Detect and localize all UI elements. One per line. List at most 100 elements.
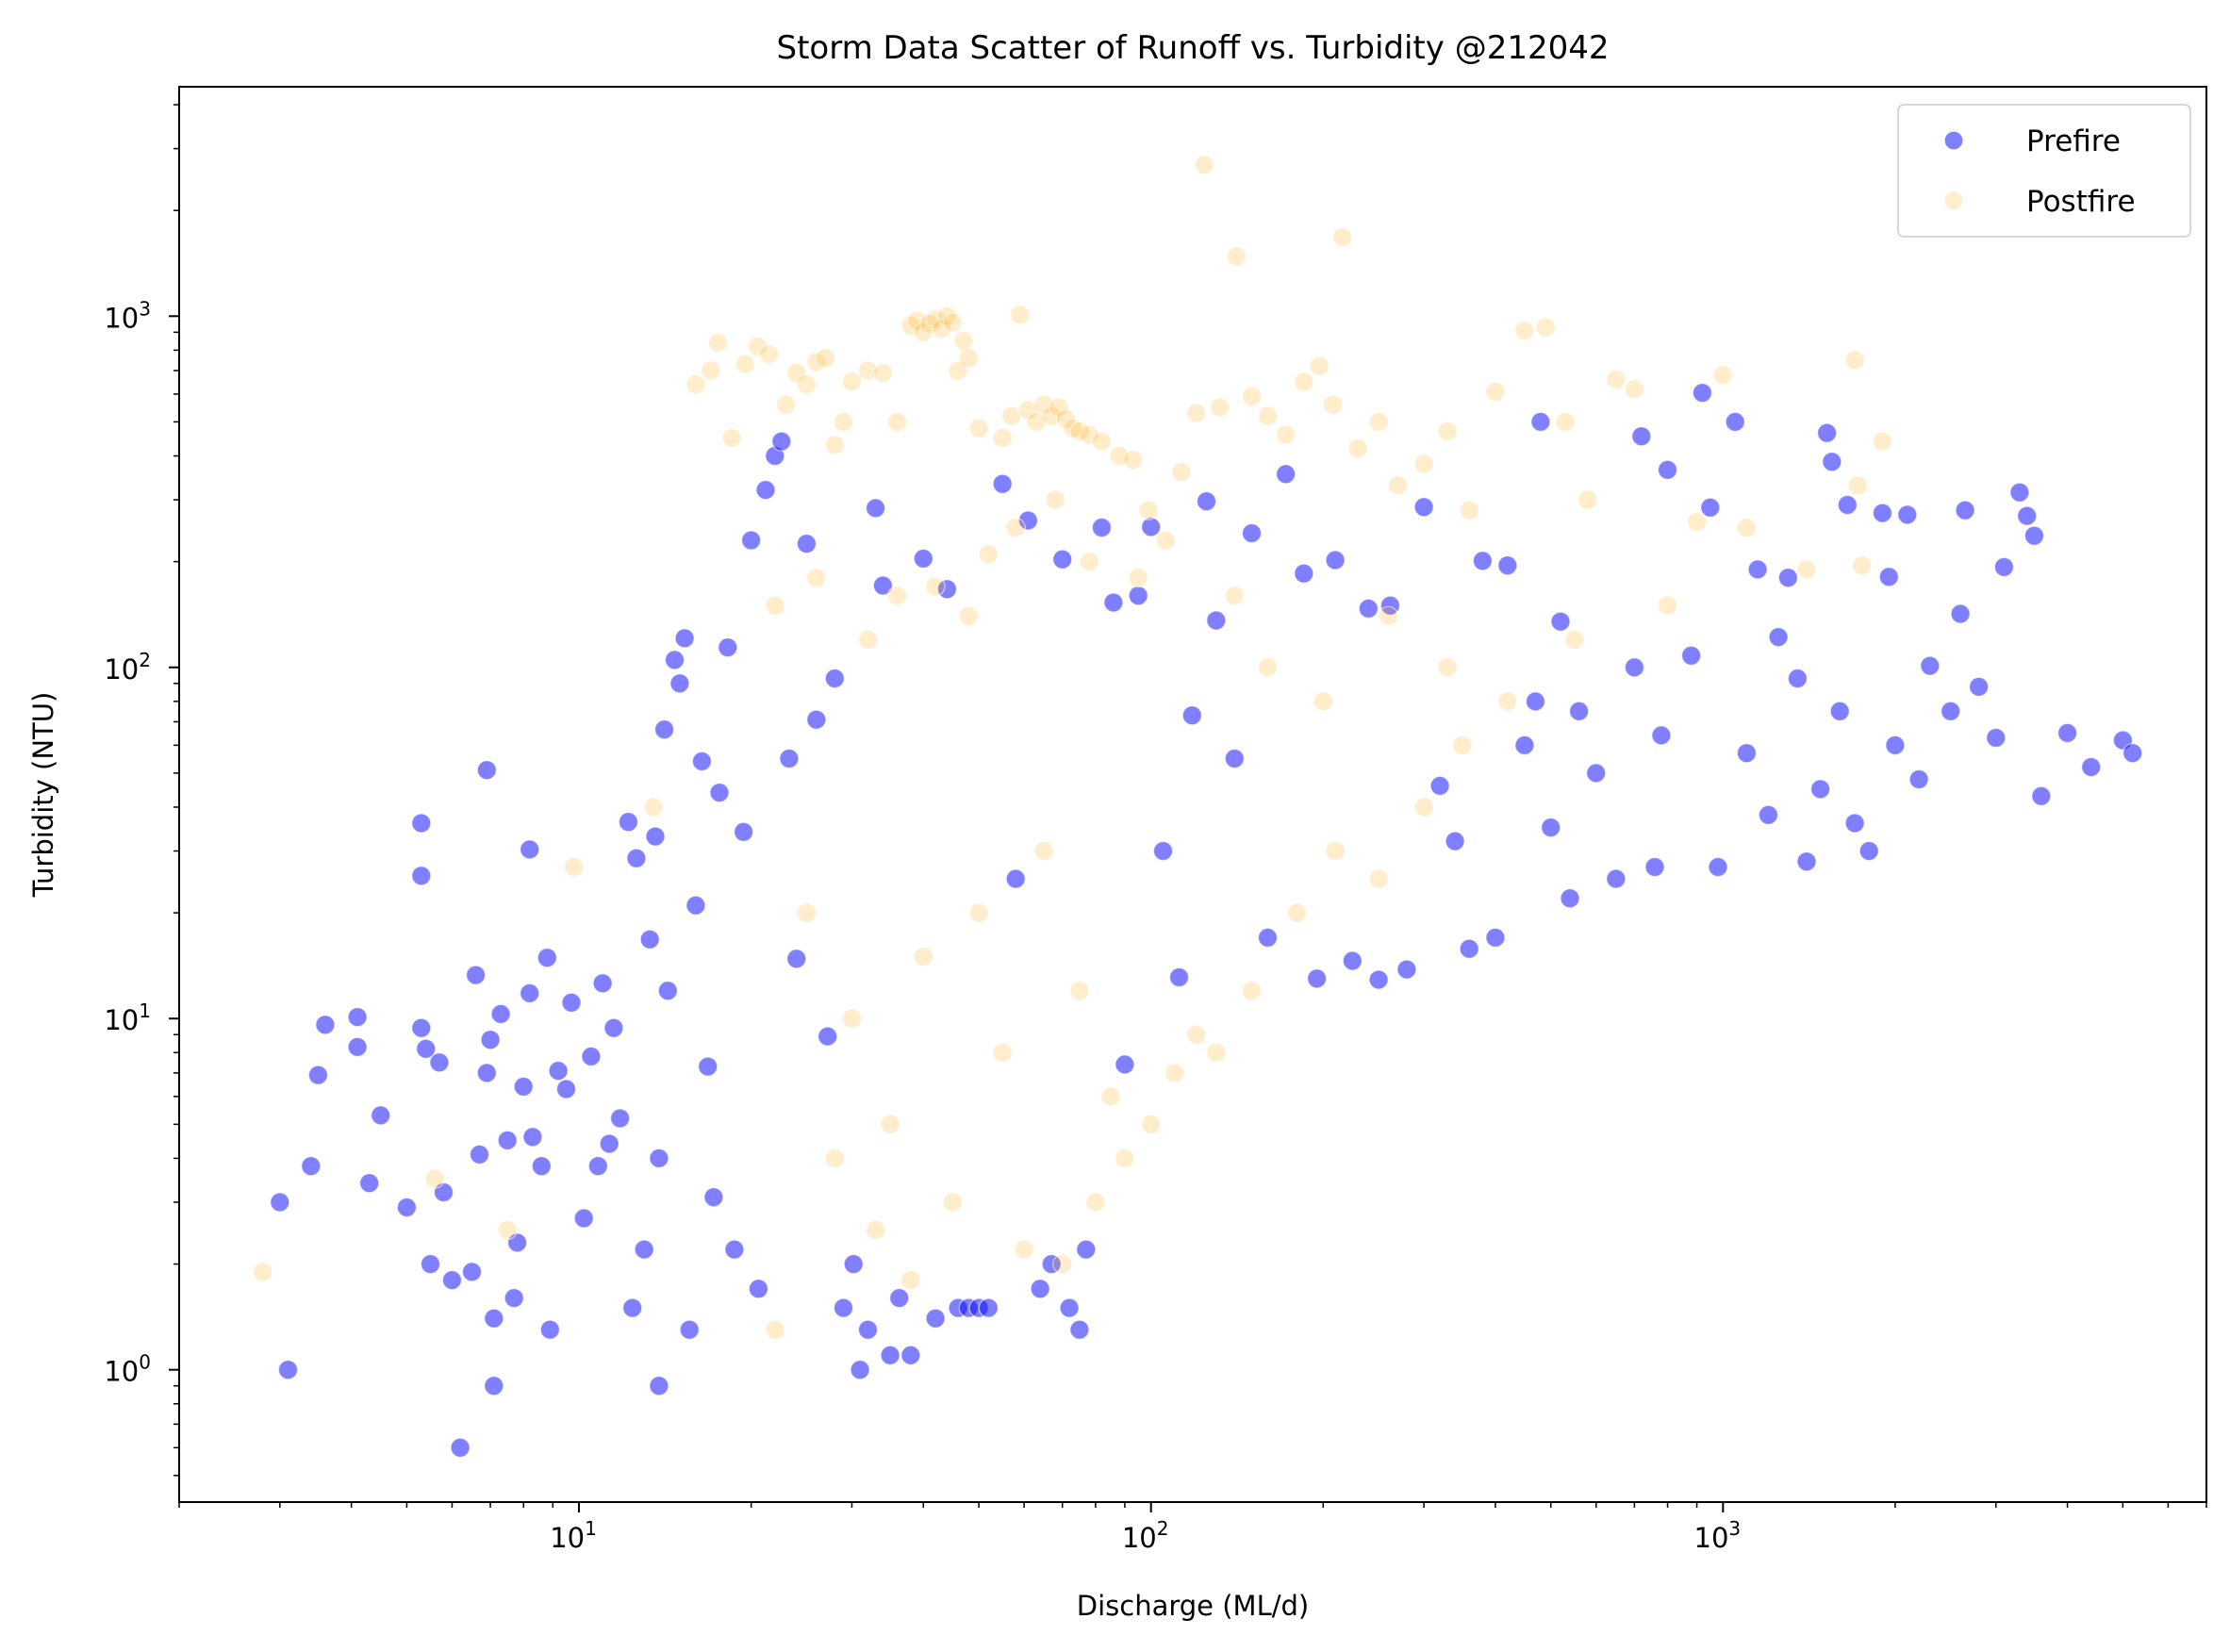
data-point-postfire [1010, 305, 1031, 325]
data-point-prefire [2017, 505, 2038, 526]
data-points-layer [253, 155, 2143, 1458]
data-point-prefire [469, 1144, 490, 1165]
chart-title: Storm Data Scatter of Runoff vs. Turbidi… [777, 29, 1610, 67]
legend: Prefire Postfire [1897, 104, 2191, 238]
data-point-prefire [504, 1287, 524, 1309]
data-point-prefire [1358, 598, 1379, 620]
data-point-prefire [1325, 550, 1346, 570]
data-point-prefire [1816, 422, 1838, 443]
data-point-prefire [1005, 868, 1026, 889]
data-point-postfire [1052, 1253, 1073, 1275]
data-point-postfire [497, 1219, 518, 1241]
data-point-prefire [622, 1297, 643, 1318]
data-point-postfire [1141, 1114, 1162, 1134]
data-point-prefire [603, 1017, 624, 1038]
data-point-postfire [1091, 431, 1113, 452]
data-point-postfire [968, 902, 989, 923]
data-point-prefire [461, 1262, 483, 1282]
data-point-prefire [1241, 522, 1263, 544]
data-point-prefire [1844, 813, 1865, 834]
data-point-postfire [1313, 691, 1333, 712]
data-point-prefire [1885, 735, 1906, 756]
data-point-postfire [1535, 317, 1557, 338]
data-point-postfire [925, 576, 946, 597]
data-point-prefire [900, 1345, 921, 1365]
legend-marker-postfire [1943, 190, 1964, 211]
data-point-postfire [1796, 559, 1817, 580]
data-point-postfire [936, 306, 958, 326]
data-point-postfire [1514, 321, 1535, 341]
data-point-postfire [857, 629, 879, 650]
data-point-postfire [958, 348, 979, 369]
data-point-prefire [703, 1187, 724, 1208]
data-point-prefire [450, 1437, 471, 1458]
data-point-prefire [587, 1156, 608, 1177]
data-point-prefire [679, 1319, 700, 1340]
data-point-prefire [1525, 691, 1546, 712]
data-point-postfire [759, 343, 780, 365]
data-point-prefire [674, 628, 695, 649]
data-point-postfire [931, 319, 951, 339]
data-point-prefire [639, 929, 660, 950]
data-point-postfire [1606, 369, 1627, 390]
data-point-prefire [480, 1030, 501, 1050]
data-point-prefire [1878, 567, 1899, 587]
data-point-prefire [2031, 785, 2052, 806]
data-point-postfire [1712, 365, 1733, 386]
data-point-prefire [1196, 491, 1217, 512]
data-point-postfire [1331, 226, 1353, 247]
data-point-prefire [1908, 768, 1929, 790]
data-point-prefire [880, 1345, 900, 1365]
data-point-postfire [1171, 462, 1192, 483]
data-point-postfire [1368, 411, 1389, 432]
data-point-prefire [626, 848, 647, 868]
data-point-prefire [531, 1156, 552, 1177]
legend-box [1897, 104, 2191, 238]
data-point-prefire [992, 473, 1013, 494]
data-point-prefire [1872, 503, 1893, 523]
data-point-prefire [581, 1046, 602, 1067]
data-point-prefire [1700, 497, 1721, 518]
data-point-postfire [1286, 902, 1308, 923]
data-point-postfire [1241, 387, 1263, 407]
data-point-prefire [1809, 779, 1831, 800]
data-point-postfire [925, 309, 946, 330]
data-point-prefire [1052, 549, 1073, 570]
data-point-prefire [724, 1239, 745, 1260]
data-point-postfire [806, 568, 827, 588]
data-point-prefire [1651, 725, 1672, 746]
data-point-prefire [396, 1197, 417, 1218]
data-point-prefire [411, 813, 432, 834]
legend-label-prefire: Prefire [2026, 124, 2121, 158]
data-point-prefire [416, 1038, 437, 1059]
data-point-prefire [1796, 851, 1817, 872]
data-point-prefire [497, 1130, 518, 1151]
series-postfire [253, 155, 1893, 1340]
data-point-postfire [1413, 454, 1434, 474]
data-point-postfire [1049, 397, 1069, 418]
data-point-prefire [573, 1208, 594, 1229]
data-point-prefire [649, 1148, 669, 1169]
data-point-postfire [1413, 797, 1434, 818]
data-point-prefire [1736, 743, 1758, 764]
data-point-postfire [816, 348, 836, 369]
data-point-prefire [833, 1297, 854, 1318]
data-point-prefire [925, 1308, 946, 1329]
data-point-prefire [843, 1253, 864, 1275]
data-point-prefire [1059, 1297, 1080, 1318]
data-point-prefire [561, 992, 582, 1013]
data-point-prefire [1497, 555, 1518, 576]
data-point-prefire [1606, 868, 1627, 889]
data-point-postfire [735, 354, 755, 374]
x-tick-label: 103 [1694, 1517, 1742, 1554]
data-point-prefire [1768, 626, 1789, 648]
data-point-prefire [520, 839, 540, 860]
data-point-prefire [420, 1253, 441, 1275]
data-point-postfire [1014, 1239, 1034, 1260]
data-point-postfire [1206, 1042, 1227, 1063]
data-point-prefire [441, 1269, 462, 1291]
data-point-prefire [786, 949, 807, 969]
data-point-prefire [634, 1239, 654, 1260]
data-point-prefire [1379, 595, 1401, 616]
